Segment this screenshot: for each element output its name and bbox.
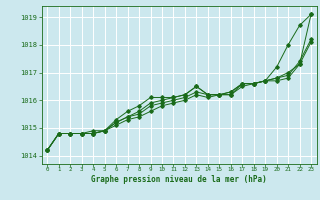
X-axis label: Graphe pression niveau de la mer (hPa): Graphe pression niveau de la mer (hPa)	[91, 175, 267, 184]
